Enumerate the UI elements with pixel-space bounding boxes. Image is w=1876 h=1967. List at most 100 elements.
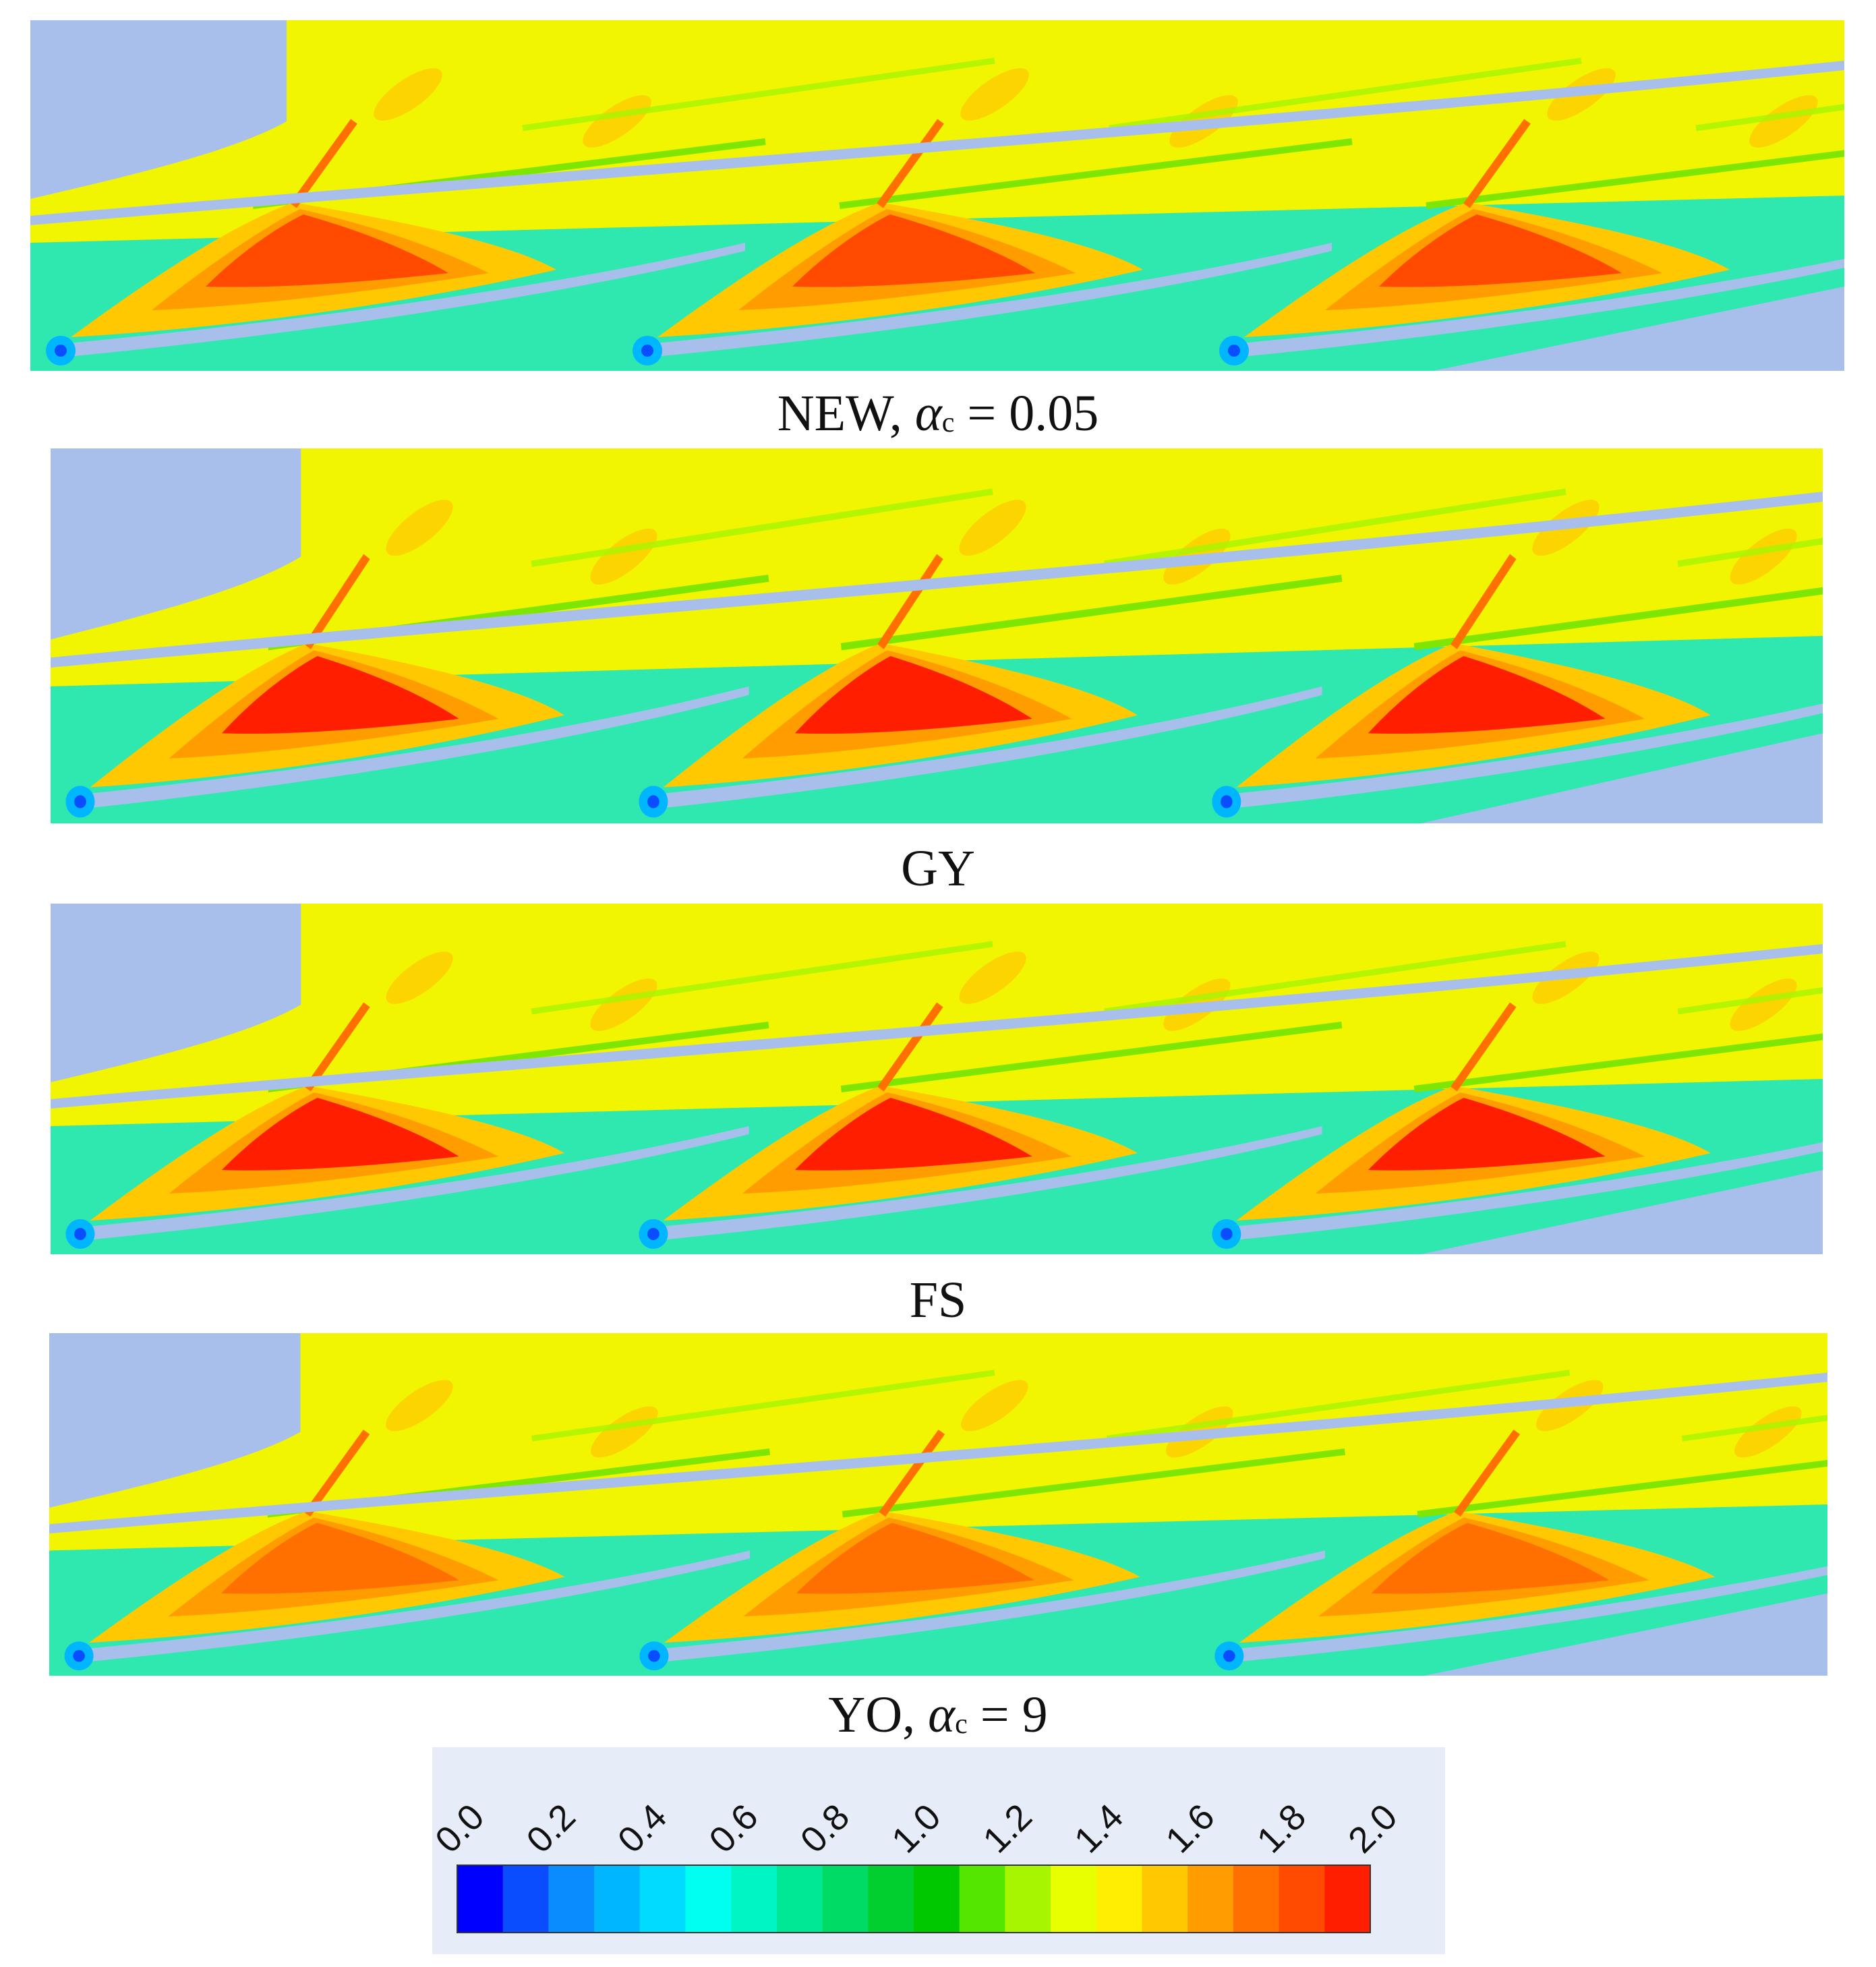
colorbar-tick-label: 0.8	[793, 1796, 858, 1861]
blade-surface	[1234, 258, 1844, 357]
colorbar-swatch	[1233, 1865, 1280, 1933]
colorbar-legend: 0.0 0.2 0.4 0.6 0.8 1.0 1.2 1.4 1.6 1.8 2.0	[432, 1747, 1445, 1954]
colorbar-swatch	[1142, 1865, 1188, 1933]
upper-blade-surface	[30, 61, 1844, 225]
blade-surface	[647, 243, 1332, 357]
blank-region	[1433, 287, 1844, 371]
caption-label: YO	[828, 1686, 903, 1743]
shock-line	[1454, 1430, 1521, 1517]
stagnation-point	[648, 1649, 660, 1662]
colorbar-tick-label: 0.0	[432, 1796, 492, 1861]
blade-passage	[65, 554, 749, 818]
blade-passage	[639, 1430, 1325, 1671]
shear-band	[1109, 57, 1582, 131]
alpha-value: 9	[1022, 1686, 1048, 1743]
shear-band	[842, 1448, 1345, 1518]
blade-surface	[1226, 703, 1823, 809]
colorbar-tick-label: 0.2	[519, 1796, 583, 1861]
shock-line	[290, 119, 357, 208]
alpha-symbol: α	[928, 1686, 956, 1743]
contour-panel-fs	[51, 904, 1823, 1254]
colorbar-swatch	[914, 1865, 960, 1933]
hot-zone	[222, 655, 459, 734]
blade-surface	[80, 686, 749, 809]
streak-mark	[1730, 528, 1797, 585]
hot-zone	[794, 1098, 1032, 1171]
upper-blade-surface	[51, 492, 1823, 668]
streak-mark	[583, 95, 651, 148]
colorbar-tick-label: 1.4	[1067, 1796, 1132, 1861]
shear-band	[1104, 488, 1566, 567]
streak-mark	[1749, 95, 1818, 148]
colorbar-swatch	[1005, 1865, 1051, 1933]
hot-zone	[1368, 655, 1606, 734]
hot-zone	[1379, 214, 1622, 287]
colorbar-tick-label: 1.6	[1158, 1796, 1223, 1861]
streak-mark	[386, 1380, 453, 1432]
blade-passage	[1212, 1002, 1823, 1249]
blade-passage	[633, 119, 1332, 365]
stagnation-point	[647, 795, 659, 809]
blank-region	[1421, 733, 1823, 823]
blank-region	[1421, 1170, 1823, 1254]
shock-line	[1463, 119, 1531, 208]
colorbar-frame	[457, 1865, 1371, 1933]
hot-zone	[206, 214, 448, 287]
contour-field	[30, 20, 1844, 371]
hot-zone	[796, 1523, 1034, 1594]
blade-passage	[64, 1430, 751, 1671]
stagnation-point	[74, 1228, 86, 1240]
streak-mark	[590, 978, 657, 1031]
shear-band	[1413, 1033, 1823, 1092]
colorbar-swatch	[1096, 1865, 1142, 1933]
shear-band	[1695, 104, 1844, 131]
blank-region	[51, 904, 301, 1082]
blade-passage	[1212, 554, 1823, 818]
shear-band	[531, 1370, 995, 1442]
shear-band	[840, 1022, 1343, 1092]
streak-mark	[591, 1406, 658, 1458]
colorbar-swatch	[776, 1865, 823, 1933]
hot-zone	[1371, 1523, 1610, 1594]
hot-zone	[794, 655, 1032, 734]
shock-line	[1450, 554, 1517, 649]
blade-surface	[653, 686, 1322, 809]
blade-surface	[80, 1126, 749, 1241]
colorbar-swatch	[822, 1865, 869, 1933]
shear-band	[531, 941, 993, 1015]
alpha-value: 0.05	[1009, 385, 1099, 442]
contour-field	[51, 448, 1823, 823]
streak-mark	[386, 951, 453, 1004]
caption-label: GY	[901, 840, 975, 897]
stagnation-point	[1221, 795, 1233, 809]
blade-surface	[653, 1550, 1325, 1663]
caption-label: NEW	[777, 385, 889, 442]
blade-surface	[61, 243, 745, 357]
stagnation-point	[647, 1228, 659, 1240]
colorbar-tick-label: 2.0	[1341, 1796, 1405, 1861]
upper-blade-surface	[49, 1372, 1827, 1533]
shear-band	[1426, 150, 1844, 209]
shear-band	[1417, 1460, 1827, 1518]
colorbar-swatch	[457, 1865, 504, 1933]
blank-region	[49, 1333, 301, 1508]
shear-band	[1681, 1415, 1827, 1442]
streak-mark	[1734, 1406, 1802, 1458]
hot-zone	[1368, 1098, 1606, 1171]
shock-line	[1450, 1002, 1517, 1092]
shear-band	[1104, 941, 1566, 1015]
streak-mark	[959, 500, 1026, 556]
caption-yo: YO, αc = 9	[828, 1686, 1048, 1743]
blade-surface	[1226, 1142, 1823, 1241]
streak-mark	[374, 68, 442, 121]
shock-line	[877, 1002, 943, 1092]
shear-band	[1677, 987, 1823, 1015]
colorbar-swatch	[1188, 1865, 1234, 1933]
stagnation-point	[641, 345, 653, 357]
caption-fs: FS	[0, 1274, 1876, 1326]
blade-passage	[1214, 1430, 1827, 1671]
contour-panel-new	[30, 20, 1844, 371]
colorbar-swatch	[502, 1865, 549, 1933]
streak-mark	[959, 951, 1026, 1004]
shock-line	[877, 119, 944, 208]
